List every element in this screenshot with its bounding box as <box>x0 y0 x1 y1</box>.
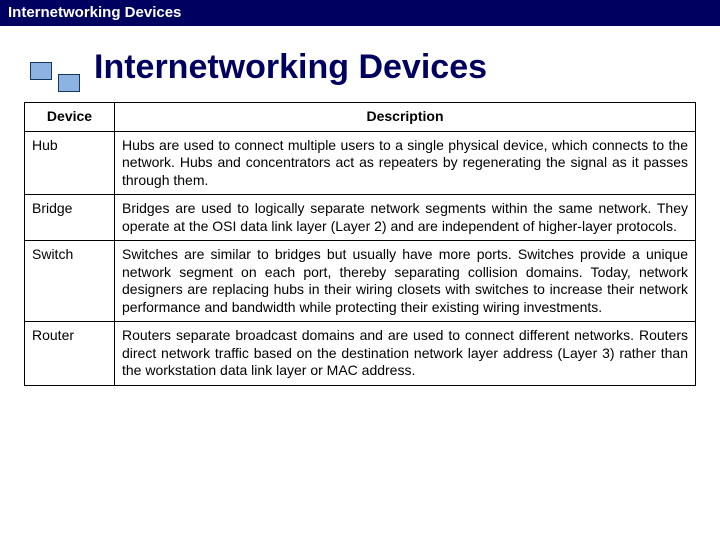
cell-device: Hub <box>25 131 115 195</box>
block-icon <box>30 62 52 80</box>
cell-device: Router <box>25 322 115 386</box>
table-row: Bridge Bridges are used to logically sep… <box>25 195 696 241</box>
topbar-title: Internetworking Devices <box>8 4 181 21</box>
table-row: Switch Switches are similar to bridges b… <box>25 241 696 322</box>
cell-description: Switches are similar to bridges but usua… <box>115 241 696 322</box>
header-description: Description <box>115 103 696 132</box>
cell-description: Hubs are used to connect multiple users … <box>115 131 696 195</box>
cell-device: Bridge <box>25 195 115 241</box>
cell-description: Routers separate broadcast domains and a… <box>115 322 696 386</box>
decorative-blocks-icon <box>30 62 80 92</box>
table-header-row: Device Description <box>25 103 696 132</box>
page-title: Internetworking Devices <box>94 48 487 87</box>
title-row: Internetworking Devices <box>30 42 696 92</box>
topbar: Internetworking Devices <box>0 0 720 26</box>
table-row: Hub Hubs are used to connect multiple us… <box>25 131 696 195</box>
cell-description: Bridges are used to logically separate n… <box>115 195 696 241</box>
devices-table: Device Description Hub Hubs are used to … <box>24 102 696 386</box>
table-row: Router Routers separate broadcast domain… <box>25 322 696 386</box>
block-icon <box>58 74 80 92</box>
slide-body: Internetworking Devices Device Descripti… <box>0 26 720 398</box>
cell-device: Switch <box>25 241 115 322</box>
header-device: Device <box>25 103 115 132</box>
